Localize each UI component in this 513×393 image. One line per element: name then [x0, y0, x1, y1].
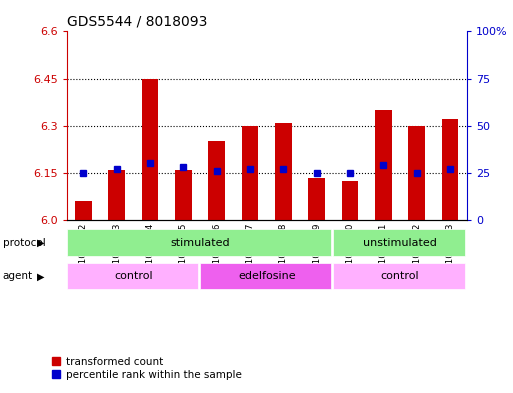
Bar [333, 263, 465, 289]
Bar [308, 178, 325, 220]
Bar [67, 263, 198, 289]
Text: protocol: protocol [3, 238, 45, 248]
Bar [442, 119, 459, 220]
Bar [408, 126, 425, 220]
Bar [333, 230, 465, 256]
Bar [208, 141, 225, 220]
Text: unstimulated: unstimulated [363, 238, 437, 248]
Bar [108, 170, 125, 220]
Text: stimulated: stimulated [170, 238, 230, 248]
Bar [342, 181, 359, 220]
Bar [142, 79, 159, 220]
Bar [242, 126, 259, 220]
Bar [67, 230, 331, 256]
Legend: transformed count, percentile rank within the sample: transformed count, percentile rank withi… [46, 353, 246, 384]
Bar [375, 110, 392, 220]
Text: ▶: ▶ [37, 238, 45, 248]
Bar [175, 170, 192, 220]
Text: agent: agent [3, 271, 33, 281]
Bar [275, 123, 292, 220]
Bar [200, 263, 331, 289]
Text: GDS5544 / 8018093: GDS5544 / 8018093 [67, 15, 207, 29]
Text: control: control [381, 271, 420, 281]
Text: edelfosine: edelfosine [238, 271, 295, 281]
Text: control: control [114, 271, 153, 281]
Text: ▶: ▶ [37, 271, 45, 281]
Bar [75, 201, 92, 220]
